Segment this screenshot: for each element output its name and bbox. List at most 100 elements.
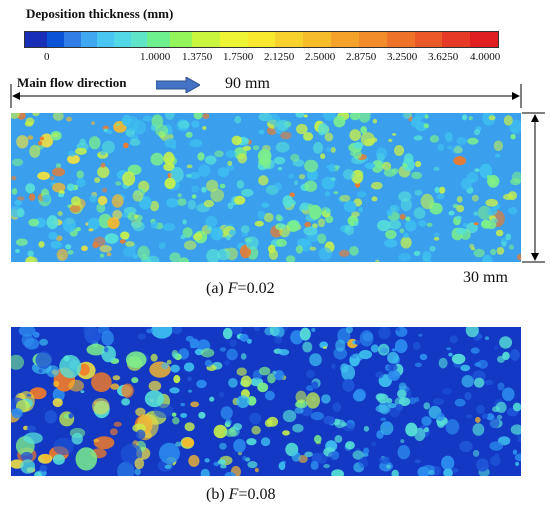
deposit-spot — [429, 135, 439, 143]
deposit-spot — [91, 121, 96, 126]
deposit-spot — [304, 221, 312, 228]
deposit-spot — [356, 191, 367, 198]
deposit-spot — [187, 199, 197, 210]
deposit-spot — [46, 215, 59, 230]
deposit-spot — [380, 421, 394, 436]
deposit-spot — [306, 392, 320, 409]
deposit-spot — [11, 354, 25, 370]
deposit-spot — [275, 141, 290, 153]
deposit-spot — [69, 204, 81, 213]
deposit-spot — [172, 327, 182, 335]
deposit-spot — [233, 438, 246, 453]
deposit-spot — [317, 218, 326, 228]
caption-a: (a) F=0.02 — [206, 280, 275, 297]
deposit-spot — [143, 115, 152, 122]
deposit-spot — [282, 430, 290, 436]
flow-arrow-icon — [156, 77, 200, 93]
deposit-spot — [17, 196, 25, 201]
deposit-spot — [352, 450, 365, 460]
deposit-spot — [65, 244, 72, 250]
deposit-spot — [112, 375, 121, 381]
colorbar-segment — [331, 32, 359, 47]
deposit-spot — [496, 247, 505, 255]
deposit-spot — [306, 369, 315, 379]
deposit-spot — [98, 327, 110, 335]
deposit-spot — [494, 453, 500, 457]
deposit-spot — [343, 200, 357, 213]
deposition-map-a — [11, 113, 521, 262]
deposit-spot — [44, 455, 51, 464]
deposit-spot — [236, 180, 245, 189]
deposit-spot — [39, 338, 49, 346]
deposit-spot — [510, 424, 521, 435]
deposit-spot — [282, 409, 297, 423]
deposit-spot — [448, 352, 453, 357]
deposit-spot — [15, 249, 20, 253]
deposit-spot — [414, 427, 426, 442]
deposit-spot — [380, 347, 389, 354]
deposit-spot — [282, 195, 294, 208]
deposit-spot — [320, 153, 326, 159]
colorbar-segment — [63, 32, 81, 47]
deposit-spot — [40, 133, 54, 148]
deposit-spot — [349, 113, 361, 121]
deposit-spot — [206, 179, 219, 192]
deposit-spot — [52, 133, 59, 138]
deposit-spot — [418, 333, 423, 337]
deposit-spot — [402, 163, 408, 168]
deposit-spot — [125, 116, 139, 131]
deposit-spot — [408, 397, 417, 405]
deposit-spot — [201, 186, 207, 193]
deposit-spot — [420, 193, 434, 209]
deposit-spot — [224, 471, 236, 476]
deposit-spot — [380, 417, 387, 422]
deposit-spot — [37, 141, 43, 146]
deposit-spot — [261, 202, 270, 208]
deposit-spot — [166, 198, 179, 208]
deposit-spot — [46, 365, 60, 378]
deposit-spot — [204, 458, 210, 463]
deposit-spot — [446, 347, 452, 351]
deposit-spot — [401, 113, 411, 120]
deposit-spot — [222, 327, 233, 340]
deposit-spot — [351, 211, 360, 217]
deposit-spot — [400, 439, 405, 444]
width-dimension-label: 90 mm — [225, 75, 270, 92]
deposit-spot — [345, 327, 353, 334]
deposit-spot — [184, 422, 195, 432]
deposit-spot — [258, 175, 269, 186]
deposit-spot — [470, 347, 480, 354]
deposit-spot — [225, 234, 231, 241]
deposit-spot — [333, 191, 339, 195]
deposit-spot — [23, 432, 43, 444]
deposit-spot — [394, 397, 406, 407]
deposit-spot — [242, 145, 251, 151]
deposit-spot — [397, 389, 407, 399]
deposit-spot — [264, 419, 273, 428]
deposit-spot — [344, 224, 354, 236]
deposit-spot — [501, 241, 507, 247]
deposit-spot — [241, 232, 249, 237]
deposit-spot — [317, 233, 327, 244]
deposit-spot — [488, 115, 496, 121]
deposit-spot — [423, 402, 431, 410]
deposit-spot — [364, 162, 376, 169]
deposit-spot — [11, 113, 20, 119]
deposit-spot — [158, 442, 180, 464]
deposit-spot — [354, 339, 361, 345]
deposit-spot — [372, 118, 378, 124]
deposit-spot — [453, 156, 467, 166]
deposit-spot — [170, 167, 184, 183]
colorbar-segment — [130, 32, 148, 47]
deposit-spot — [67, 150, 77, 157]
deposit-spot — [389, 205, 400, 213]
deposit-spot — [398, 382, 407, 391]
colorbar-segment — [275, 32, 304, 47]
deposit-spot — [502, 387, 515, 402]
deposit-spot — [474, 129, 480, 136]
deposit-spot — [436, 412, 445, 422]
deposit-spot — [188, 389, 193, 393]
deposit-spot — [187, 376, 192, 382]
deposit-spot — [196, 232, 202, 237]
deposit-spot — [358, 113, 371, 123]
